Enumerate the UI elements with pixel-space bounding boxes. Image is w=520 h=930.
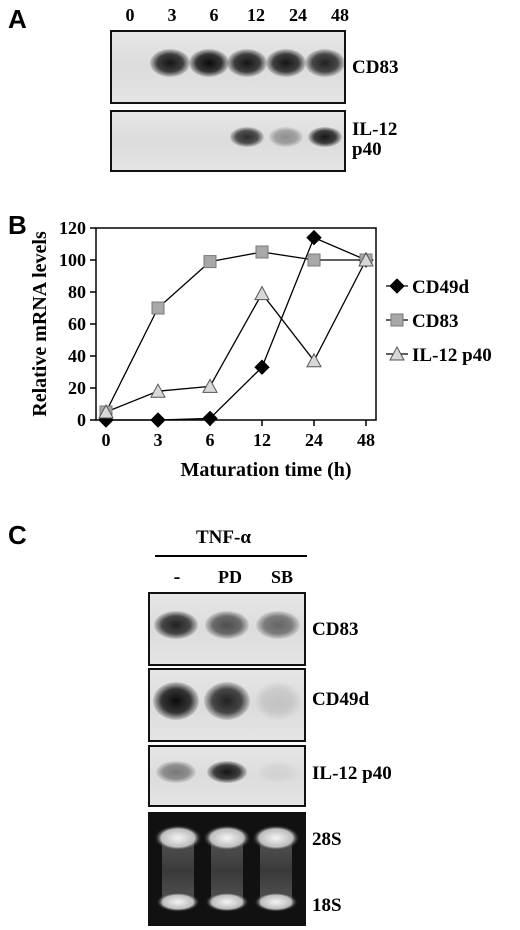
lane-label: 12: [247, 5, 265, 25]
blot-band: [150, 49, 190, 77]
blot-band: [152, 682, 199, 720]
blot-band: [307, 127, 342, 147]
legend-entry: IL-12 p40: [412, 345, 492, 366]
y-tick-label: 120: [59, 218, 86, 238]
treatment-label: TNF-α: [196, 527, 251, 548]
lane-label: 3: [167, 5, 177, 25]
blot-band: [227, 49, 268, 77]
lane-label: 6: [209, 5, 219, 25]
lane-label: 0: [125, 5, 135, 25]
y-tick-label: 100: [59, 250, 86, 270]
panel-c-letter: C: [8, 520, 27, 550]
data-point: [202, 378, 218, 393]
blot-c-il12: [148, 745, 306, 807]
gel-label-il12-line1: IL-12: [352, 119, 398, 140]
data-point: [98, 403, 114, 419]
blot-band: [304, 49, 344, 77]
legend-marker: [389, 278, 405, 294]
blot-band: [230, 127, 265, 147]
x-tick-label: 24: [305, 430, 323, 450]
blot-band: [188, 49, 229, 77]
rrna-gel: [148, 812, 306, 926]
lane-label: SB: [270, 567, 294, 587]
blot-band: [255, 682, 302, 720]
blot-band: [204, 682, 250, 720]
data-point: [150, 383, 166, 398]
series-line: [106, 236, 367, 421]
data-point: [307, 253, 321, 267]
x-tick-label: 48: [357, 430, 375, 450]
y-axis-label: Relative mRNA levels: [29, 231, 51, 417]
blot-band: [258, 761, 299, 783]
y-tick-label: 80: [68, 282, 86, 302]
lane-label: 48: [331, 5, 349, 25]
y-tick-label: 40: [68, 346, 86, 366]
blot-band: [256, 611, 301, 639]
legend-entry: CD49d: [412, 277, 469, 298]
y-tick-label: 20: [68, 378, 86, 398]
lane-label: PD: [218, 567, 242, 587]
lane-label: -: [173, 566, 181, 588]
x-tick-label: 6: [206, 430, 215, 450]
series-line: [105, 259, 367, 413]
gel-label-cd83: CD83: [312, 619, 359, 640]
gel-label-il12: IL-12 p40: [352, 120, 397, 160]
data-point: [202, 410, 218, 427]
data-point: [150, 412, 166, 428]
blot-a-il12: [110, 110, 346, 172]
blot-band: [269, 127, 303, 147]
x-axis-label: Maturation time (h): [180, 459, 351, 481]
gel-label-il12: IL-12 p40: [312, 763, 392, 784]
gel-label-cd83: CD83: [352, 57, 399, 78]
data-point: [203, 255, 217, 269]
x-tick-label: 3: [154, 430, 163, 450]
gel-label-cd49d: CD49d: [312, 689, 370, 710]
blot-c-cd83: [148, 592, 306, 666]
gel-label-28s: 28S: [312, 829, 342, 850]
series-line: [105, 251, 366, 413]
treatment-bar: [155, 555, 307, 557]
data-point: [358, 251, 374, 267]
x-tick-label: 0: [102, 430, 111, 450]
rrna-gel-image: [154, 825, 300, 912]
x-tick-label: 12: [253, 430, 271, 450]
blot-a-cd83: [110, 30, 346, 104]
data-point: [151, 301, 165, 315]
y-tick-label: 60: [68, 314, 86, 334]
blot-c-cd49d: [148, 668, 306, 742]
data-point: [255, 245, 269, 259]
panel-a-letter: A: [8, 4, 27, 34]
data-point: [306, 352, 322, 368]
legend-marker: [389, 345, 405, 361]
blot-band: [205, 611, 249, 639]
blot-band: [266, 49, 306, 77]
panel-b-letter: B: [8, 210, 27, 240]
data-point: [306, 229, 322, 246]
data-point: [254, 359, 270, 375]
blot-band: [155, 761, 196, 783]
y-tick-label: 0: [77, 410, 86, 430]
blot-band: [153, 611, 198, 639]
lane-label: 24: [289, 5, 307, 25]
gel-label-18s: 18S: [312, 895, 342, 916]
line-chart: 0 20 40 60 80 100 120 0 3 6 12 24 48 Maturation time …: [29, 218, 492, 481]
gel-label-il12-line2: p40: [352, 138, 382, 160]
legend-entry: CD83: [412, 311, 458, 332]
legend-marker: [390, 313, 404, 327]
blot-band: [207, 761, 247, 783]
data-point: [254, 285, 270, 301]
